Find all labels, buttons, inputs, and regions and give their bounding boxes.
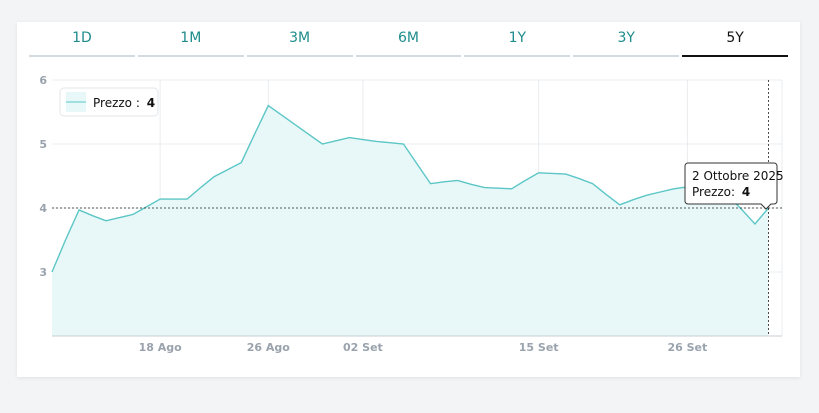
chart-card: 1D 1M 3M 6M 1Y 3Y 5Y 3 4 5 6 18 Ago 26 Ago 02… (17, 22, 800, 377)
tooltip: 2 Ottobre 2025 Prezzo: 4 (684, 162, 784, 210)
y-axis-ticks: 3 4 5 6 (39, 74, 47, 279)
tab-1y[interactable]: 1Y (464, 22, 571, 57)
tooltip-price-value: 4 (742, 185, 750, 199)
x-tick-label: 18 Ago (139, 341, 183, 354)
x-tick-label: 15 Set (519, 341, 559, 354)
y-tick-label: 3 (39, 266, 47, 279)
y-tick-label: 4 (39, 202, 47, 215)
price-chart[interactable]: 3 4 5 6 18 Ago 26 Ago 02 Set 15 Set 26 Set Prez… (17, 22, 800, 377)
x-tick-label: 26 Set (667, 341, 707, 354)
price-line (51, 104, 770, 273)
tooltip-price: Prezzo: 4 (692, 185, 750, 199)
legend: Prezzo : 4 (59, 87, 159, 117)
tab-6m[interactable]: 6M (355, 22, 462, 57)
tab-1d[interactable]: 1D (29, 22, 135, 57)
period-tabs: 1D 1M 3M 6M 1Y 3Y 5Y (29, 22, 789, 57)
legend-label: Prezzo : 4 (93, 96, 155, 110)
x-axis-ticks: 18 Ago 26 Ago 02 Set 15 Set 26 Set (139, 341, 708, 354)
tab-1m[interactable]: 1M (137, 22, 244, 57)
x-tick-label: 26 Ago (247, 341, 291, 354)
tooltip-date: 2 Ottobre 2025 (692, 169, 784, 183)
legend-series-name: Prezzo : (93, 96, 140, 110)
legend-series-value: 4 (147, 96, 155, 110)
tooltip-price-label: Prezzo: (692, 185, 735, 199)
tab-3y[interactable]: 3Y (573, 22, 680, 57)
tab-5y[interactable]: 5Y (682, 22, 789, 57)
x-tick-label: 02 Set (343, 341, 383, 354)
y-tick-label: 6 (39, 74, 47, 87)
price-area (52, 105, 769, 336)
tab-3m[interactable]: 3M (246, 22, 353, 57)
tooltip-box (684, 162, 778, 210)
y-tick-label: 5 (39, 138, 47, 151)
